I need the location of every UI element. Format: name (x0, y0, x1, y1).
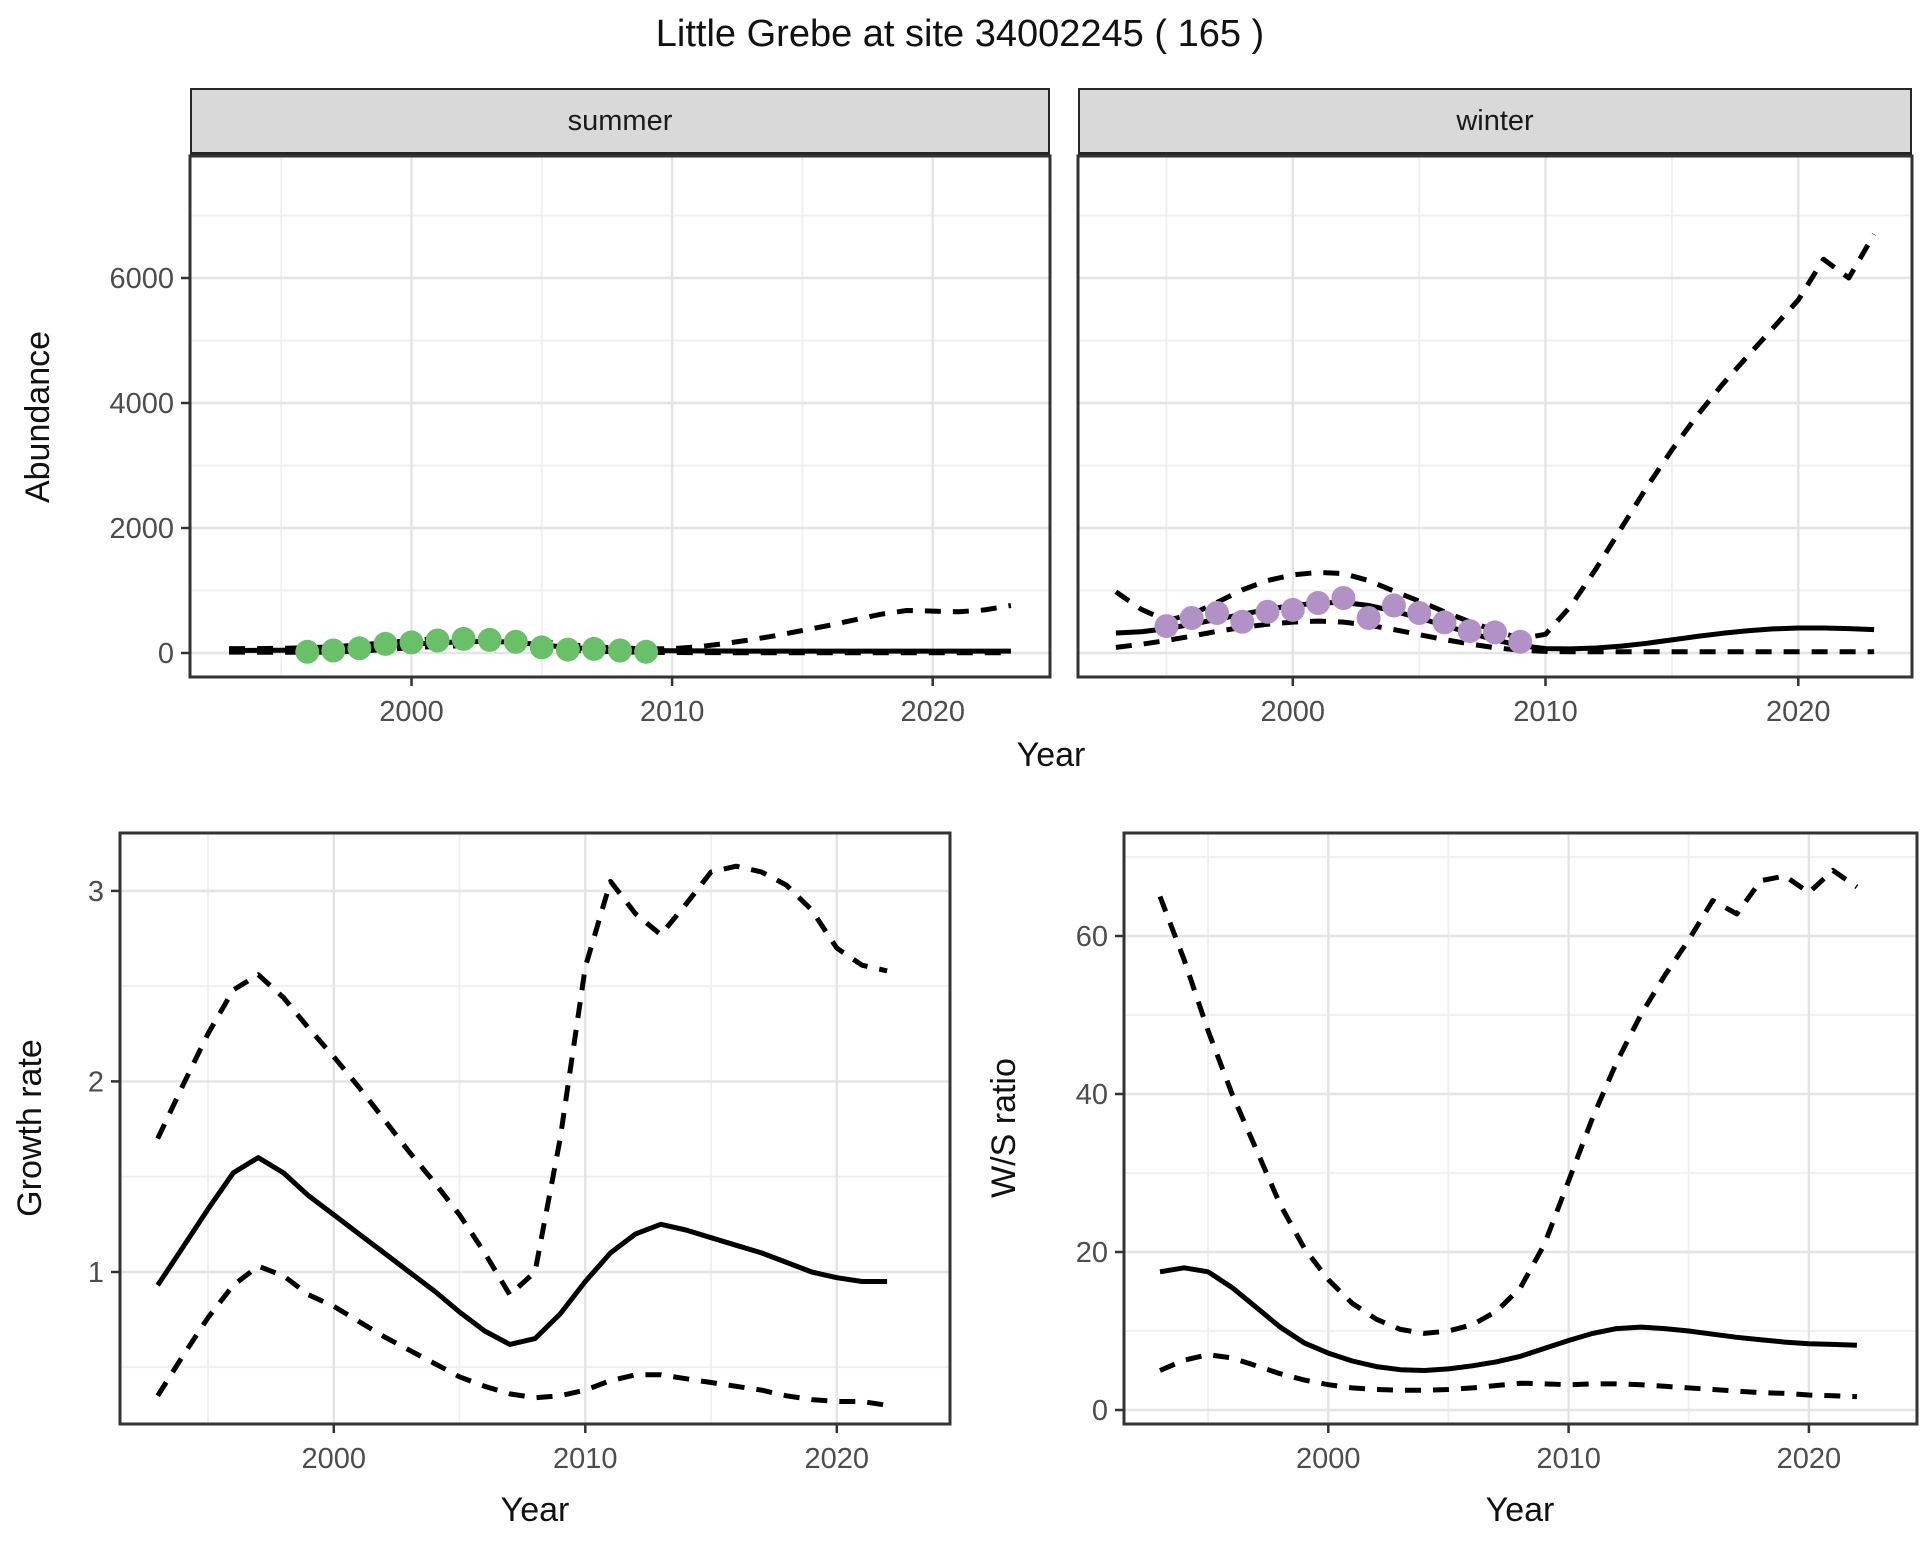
y-tick-label: 4000 (109, 388, 174, 420)
panel-abundance-winter: 2000 2010 2020 (1076, 154, 1914, 728)
x-tick-label: 2020 (1766, 696, 1831, 728)
y-tick-label: 60 (1076, 921, 1108, 953)
plot-title: Little Grebe at site 34002245 ( 165 ) (655, 13, 1265, 55)
y-tick-label: 20 (1076, 1237, 1108, 1269)
facet-strip-winter-label: winter (1456, 104, 1534, 137)
abundance-summer-data-point (295, 639, 320, 664)
growth-rate-fit (155, 1155, 888, 1347)
y-tick-label: 1 (88, 1257, 104, 1289)
abundance-winter-data-point (1230, 609, 1255, 634)
facet-strip-summer: summer (190, 88, 1050, 156)
abundance-summer-data-point (347, 636, 372, 661)
growth-rate-ci-low (155, 1263, 888, 1408)
x-tick-label: 2010 (640, 696, 705, 728)
ws-ratio-fit (1159, 1265, 1857, 1373)
x-tick-label: 2000 (302, 1443, 367, 1475)
panel-background (190, 156, 1050, 677)
abundance-winter-data-point (1255, 599, 1280, 624)
abundance-summer-ci-high (229, 603, 1012, 652)
y-tick-label: 0 (158, 638, 174, 670)
panel-abundance-summer: 2000 2010 2020 0 2000 4000 6000 (109, 154, 1052, 728)
abundance-summer-data-point (425, 628, 450, 653)
abundance-winter-data-point (1306, 591, 1331, 615)
x-tick-label: 2000 (1261, 696, 1326, 728)
y-tick-label: 0 (1092, 1395, 1108, 1427)
y-tick-label: 2000 (109, 513, 174, 545)
panel-growth-rate: 2000 2010 2020 1 2 3 (88, 831, 952, 1475)
panel-background (1124, 833, 1917, 1424)
x-tick-label: 2010 (1513, 696, 1578, 728)
y-tick-label: 2 (88, 1066, 104, 1098)
abundance-summer-data-point (634, 639, 659, 664)
abundance-summer-data-point (477, 627, 502, 652)
ws-ratio-ci-high (1157, 867, 1859, 1336)
abundance-winter-data-point (1331, 586, 1356, 610)
panel-border (188, 154, 1052, 679)
abundance-summer-ci-low (229, 643, 1011, 656)
x-tick-label: 2000 (1296, 1443, 1361, 1475)
abundance-summer-data-point (555, 637, 580, 662)
abundance-winter-data-point (1205, 601, 1229, 625)
y-tick-label: 40 (1076, 1079, 1108, 1111)
x-tick-label: 2020 (900, 696, 965, 728)
abundance-winter-data-point (1407, 601, 1432, 625)
abundance-winter-data-point (1381, 593, 1406, 618)
panel-background (120, 833, 950, 1424)
x-axis-title-year-growth: Year (500, 1491, 570, 1529)
y-tick-label: 6000 (109, 263, 174, 295)
abundance-summer-data-point (451, 626, 476, 651)
growth-rate-ci-high (155, 863, 888, 1298)
y-tick-label: 3 (88, 876, 104, 908)
abundance-summer-data-point (373, 631, 398, 656)
panel-border (1122, 831, 1919, 1426)
abundance-winter-data-point (1457, 619, 1482, 644)
abundance-summer-data-point (503, 629, 528, 654)
abundance-summer-data-point (399, 630, 424, 655)
x-axis-title-year-top: Year (1016, 736, 1086, 774)
panel-border (1076, 154, 1914, 679)
x-tick-label: 2010 (553, 1443, 618, 1475)
facet-strip-summer-label: summer (567, 104, 673, 137)
abundance-winter-data-point (1179, 606, 1204, 630)
abundance-summer-data-point (581, 636, 606, 661)
abundance-winter-data-point (1356, 606, 1381, 630)
abundance-summer-data-point (321, 638, 346, 663)
abundance-winter-data-point (1280, 597, 1305, 622)
x-tick-label: 2000 (379, 696, 444, 728)
abundance-winter-data-point (1154, 614, 1179, 639)
abundance-summer-data-point (529, 635, 554, 660)
abundance-winter-data-point (1508, 629, 1533, 654)
x-tick-label: 2020 (1777, 1443, 1842, 1475)
x-tick-label: 2020 (805, 1443, 870, 1475)
abundance-summer-data-point (608, 638, 632, 663)
facet-strip-winter: winter (1078, 88, 1912, 156)
ws-ratio-ci-low (1159, 1352, 1857, 1400)
x-tick-label: 2010 (1536, 1443, 1601, 1475)
x-axis-title-year-ws: Year (1485, 1491, 1555, 1529)
panel-ws-ratio: 2000 2010 2020 0 20 40 60 (1076, 831, 1919, 1475)
panel-background (1078, 156, 1912, 677)
abundance-winter-data-point (1483, 620, 1507, 645)
panel-border (118, 831, 952, 1426)
abundance-winter-data-point (1432, 610, 1457, 635)
